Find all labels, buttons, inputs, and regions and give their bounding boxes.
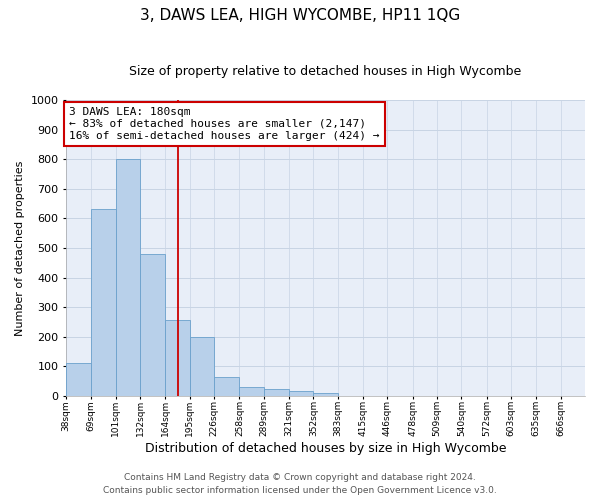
Y-axis label: Number of detached properties: Number of detached properties [15, 160, 25, 336]
Text: 3, DAWS LEA, HIGH WYCOMBE, HP11 1QG: 3, DAWS LEA, HIGH WYCOMBE, HP11 1QG [140, 8, 460, 22]
Title: Size of property relative to detached houses in High Wycombe: Size of property relative to detached ho… [130, 65, 522, 78]
Bar [190, 336, 214, 396]
Text: Contains HM Land Registry data © Crown copyright and database right 2024.
Contai: Contains HM Land Registry data © Crown c… [103, 474, 497, 495]
Bar [166, 320, 190, 396]
X-axis label: Distribution of detached houses by size in High Wycombe: Distribution of detached houses by size … [145, 442, 506, 455]
Bar [91, 210, 116, 396]
Bar [214, 376, 239, 396]
Bar [66, 364, 91, 396]
Bar [239, 387, 264, 396]
Bar [140, 254, 166, 396]
Bar [289, 392, 313, 396]
Bar [264, 390, 289, 396]
Text: 3 DAWS LEA: 180sqm
← 83% of detached houses are smaller (2,147)
16% of semi-deta: 3 DAWS LEA: 180sqm ← 83% of detached hou… [70, 108, 380, 140]
Bar [116, 159, 140, 396]
Bar [313, 393, 338, 396]
